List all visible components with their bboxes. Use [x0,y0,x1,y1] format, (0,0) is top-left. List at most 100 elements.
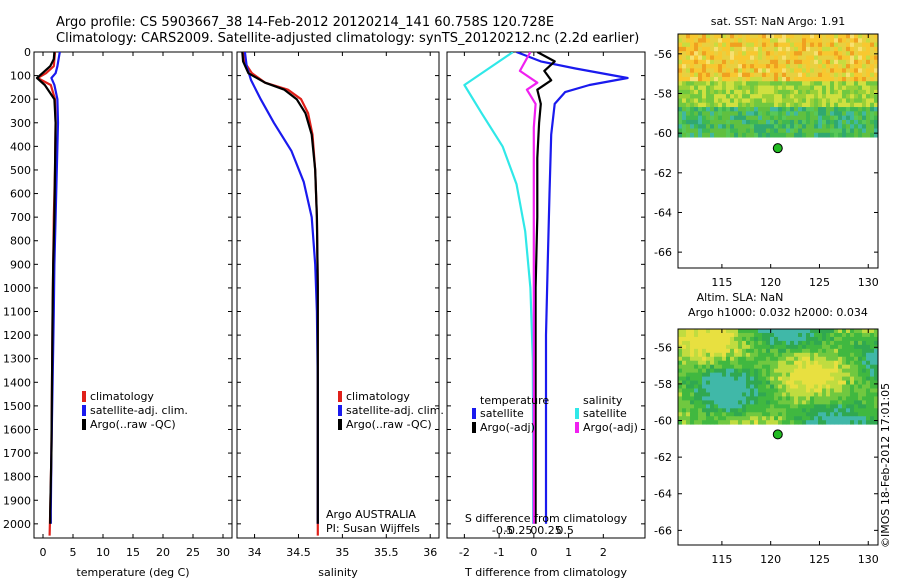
heat-cell [782,340,787,346]
heat-cell [850,115,855,121]
heat-cell [698,396,703,401]
heat-cell [830,404,835,409]
heat-cell [790,380,795,385]
heat-cell [862,400,867,405]
heat-cell [770,94,775,99]
heat-cell [846,72,851,78]
heat-cell [810,55,815,61]
heat-cell [846,329,851,334]
heat-cell [778,38,783,43]
heat-cell [718,98,723,104]
heat-cell [846,68,851,74]
heat-cell [798,132,803,138]
heat-cell [718,404,723,409]
heat-cell [854,42,859,48]
heat-cell [846,360,851,366]
heat-cell [722,336,727,342]
plot-frame [33,51,233,539]
heat-cell [698,404,703,409]
heat-cell [802,124,807,129]
heat-cell [798,59,803,65]
heat-cell [778,360,783,366]
heat-cell [742,329,747,334]
heat-cell [754,400,759,405]
heat-cell [842,94,847,99]
heat-cell [758,348,763,354]
heat-cell [750,336,755,342]
x-tick-label: 0 [530,546,537,559]
panel-salinity: 34 34.5 35 35.5 36salinityclimatologysatelli… [236,51,444,579]
heat-cell [762,348,767,354]
heat-cell [838,94,843,99]
heat-cell [834,46,839,52]
heat-cell [730,416,735,421]
heat-cell [782,81,787,86]
heat-cell [858,356,863,362]
heat-cell [706,368,711,374]
heat-cell [842,98,847,104]
heat-cell [870,404,875,409]
heat-cell [818,59,823,65]
heat-cell [806,360,811,366]
heat-cell [826,107,831,112]
heat-cell [830,132,835,138]
heat-cell [730,59,735,65]
heat-cell [734,115,739,121]
heat-cell [870,392,875,397]
heat-cell [782,380,787,385]
heat-cell [794,420,799,425]
heat-cell [854,132,859,138]
heat-cell [838,332,843,338]
heat-cell [734,412,739,417]
heat-cell [762,132,767,138]
heat-cell [730,81,735,86]
heat-cell [806,34,811,39]
heat-cell [806,332,811,338]
heat-cell [686,336,691,342]
heat-cell [746,404,751,409]
heat-cell [730,329,735,334]
heat-cell [830,34,835,39]
heat-cell [702,360,707,366]
heat-cell [862,368,867,374]
heat-cell [710,344,715,350]
x-tick-label: 2 [600,546,607,559]
heat-cell [790,364,795,370]
heat-cell [738,420,743,425]
heat-cell [870,408,875,413]
heat-cell [754,344,759,350]
heat-cell [810,102,815,108]
heat-cell [686,388,691,393]
heat-cell [722,76,727,82]
heat-cell [698,94,703,99]
heat-cell [822,94,827,99]
heat-cell [702,119,707,125]
heat-cell [850,412,855,417]
heat-cell [734,360,739,366]
heat-cell [830,388,835,393]
heat-cell [866,368,871,374]
heat-cell [734,332,739,338]
heat-cell [770,89,775,95]
heat-cell [818,98,823,104]
heat-cell [858,372,863,377]
heat-cell [710,128,715,134]
heat-cell [798,412,803,417]
heat-cell [710,102,715,108]
heat-cell [758,64,763,69]
heat-cell [686,34,691,39]
heat-cell [690,81,695,86]
heat-cell [678,107,683,112]
heat-cell [794,64,799,69]
heat-cell [854,368,859,374]
heat-cell [710,51,715,56]
heat-cell [806,128,811,134]
heat-cell [758,352,763,358]
heat-cell [758,396,763,401]
x-tick-label: -2 [459,546,470,559]
heat-cell [734,348,739,354]
heat-cell [722,388,727,393]
heat-cell [850,400,855,405]
heat-cell [818,115,823,121]
legend-label: satellite-adj. clim. [90,404,188,417]
